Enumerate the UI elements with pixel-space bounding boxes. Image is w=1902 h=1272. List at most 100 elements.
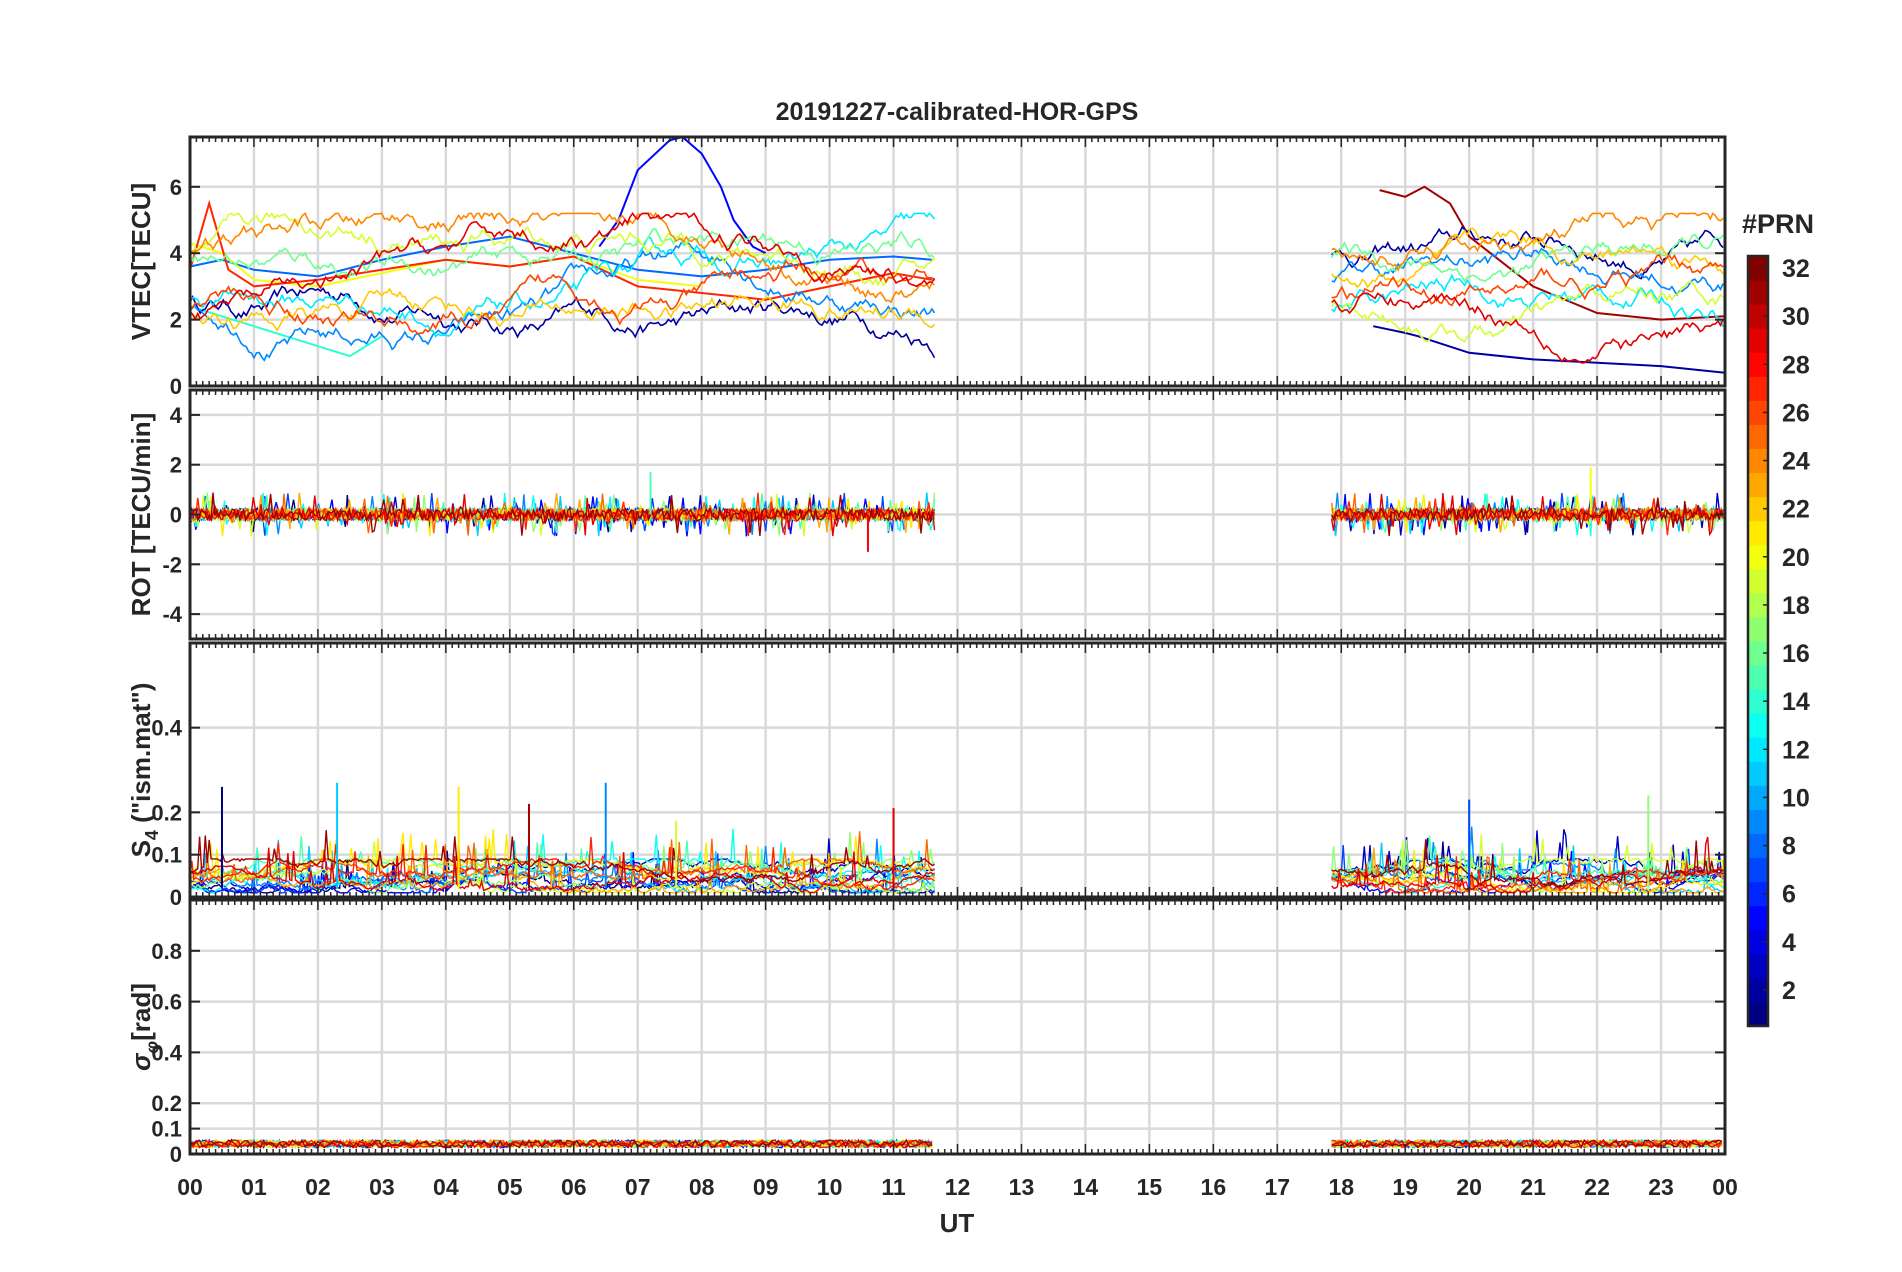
- colorbar-segment: [1748, 641, 1768, 666]
- colorbar-tick-label: 30: [1782, 303, 1810, 331]
- series-sigma-prn-29: [190, 1138, 933, 1150]
- panel-data: [190, 467, 1724, 552]
- y-tick-label: 0.2: [151, 800, 182, 825]
- colorbar-segment: [1748, 592, 1768, 618]
- panel-2: 0 0.1 0.2 0.4S4 ("ism.mat"): [126, 641, 1727, 910]
- colorbar-segment: [1748, 689, 1768, 714]
- colorbar-segment: [1748, 905, 1768, 931]
- x-tick-label: 00: [177, 1174, 203, 1200]
- series-rot-prn-29: [1331, 492, 1724, 537]
- x-tick-label: 06: [561, 1174, 587, 1200]
- colorbar-tick-label: 10: [1782, 784, 1810, 812]
- colorbar-segment: [1748, 761, 1768, 786]
- series-s4-prn-31: [1331, 839, 1724, 889]
- series-trace-prn-16: [1330, 233, 1724, 283]
- series-line-prn-20: [190, 242, 702, 288]
- colorbar-tick-label: 28: [1782, 351, 1810, 379]
- colorbar-tick-label: 2: [1782, 977, 1796, 1005]
- x-tick-label: 18: [1328, 1174, 1354, 1200]
- panel-0: 0 2 4 6 VTEC[TECU]: [126, 135, 1727, 399]
- x-tick-label: 19: [1392, 1174, 1418, 1200]
- colorbar-segment: [1748, 809, 1768, 834]
- series-trace-prn-29: [190, 212, 936, 322]
- series-rot-prn-31: [1331, 495, 1724, 536]
- panel-3: 00.10.2 0.4 0.6 0.8 σφ[rad]: [126, 898, 1727, 1167]
- colorbar-segment: [1748, 472, 1768, 498]
- series-trace-prn-26: [1331, 253, 1724, 307]
- y-tick-label: 0.2: [151, 1091, 182, 1116]
- chart-title: 20191227-calibrated-HOR-GPS: [776, 98, 1139, 126]
- x-tick-label: 20: [1456, 1174, 1482, 1200]
- y-tick-label: 0.8: [151, 939, 182, 964]
- colorbar-segment: [1748, 400, 1768, 425]
- series-s4-prn-19: [1331, 834, 1724, 884]
- series-s4-prn-25: [1331, 856, 1724, 895]
- series-s4-prn-27: [190, 836, 935, 891]
- colorbar-segment: [1748, 424, 1768, 449]
- series-line-prn-14: [190, 305, 383, 358]
- y-tick-label: 6: [170, 175, 182, 200]
- colorbar-segment: [1748, 280, 1768, 305]
- y-tick-label: 0.4: [151, 1040, 182, 1065]
- y-tick-label: 0.1: [151, 843, 182, 868]
- colorbar-segment: [1748, 737, 1768, 762]
- colorbar-tick-label: 4: [1782, 929, 1796, 957]
- series-trace-prn-24: [190, 211, 935, 304]
- x-tick-label: 11: [881, 1174, 906, 1200]
- y-axis-label: σφ[rad]: [126, 983, 162, 1071]
- y-axis-label: S4 ("ism.mat"): [126, 683, 162, 858]
- series-trace-prn-22: [190, 287, 936, 332]
- x-tick-label: 01: [241, 1174, 267, 1200]
- y-tick-label: 0: [170, 1142, 182, 1167]
- panel-data: [190, 1138, 1723, 1150]
- colorbar-tick-label: 14: [1782, 688, 1810, 716]
- colorbar-segment: [1748, 496, 1768, 522]
- x-tick-label: 02: [305, 1174, 331, 1200]
- x-axis: 00 01 02 03 04 05 06 07 08 09 10 11 12 13 14 15 16 17 18 19…: [177, 1174, 1738, 1200]
- series-s4-prn-25: [190, 831, 935, 884]
- x-tick-label: 13: [1009, 1174, 1035, 1200]
- series-trace-prn-29: [1331, 292, 1724, 364]
- colorbar-segment: [1748, 568, 1768, 594]
- colorbar-label: #PRN: [1742, 209, 1814, 239]
- x-tick-label: 15: [1137, 1174, 1163, 1200]
- series-line-prn-5: [598, 137, 767, 255]
- y-tick-label: 0: [170, 503, 182, 528]
- colorbar-segment: [1748, 833, 1768, 859]
- y-tick-label: 2: [170, 453, 182, 478]
- colorbar-segment: [1748, 881, 1768, 907]
- series-rot-prn-31: [190, 492, 935, 537]
- colorbar-frame: [1746, 254, 1770, 1028]
- panel-data: [190, 782, 1724, 895]
- colorbar-segment: [1748, 304, 1768, 329]
- x-tick-label: 05: [497, 1174, 523, 1200]
- series-s4-prn-9: [190, 838, 935, 894]
- colorbar-tick-label: 12: [1782, 736, 1810, 764]
- colorbar-tick-label: 18: [1782, 592, 1810, 620]
- colorbar-tick-label: 8: [1782, 833, 1796, 861]
- series-s4-prn-11: [190, 839, 935, 894]
- x-axis-label: UT: [940, 1208, 975, 1238]
- y-tick-label: -4: [162, 602, 182, 627]
- x-tick-label: 00: [1712, 1174, 1738, 1200]
- series-sigma-prn-31: [1331, 1139, 1723, 1150]
- series-trace-prn-24: [1331, 212, 1724, 272]
- colorbar-tick-label: 20: [1782, 544, 1810, 572]
- series-trace-prn-2: [1331, 225, 1724, 280]
- series-s4-prn-29: [1331, 836, 1724, 894]
- colorbar-segment: [1748, 376, 1768, 401]
- series-line-prn-2: [1372, 325, 1725, 374]
- y-tick-label: 0.1: [151, 1117, 182, 1142]
- x-tick-label: 16: [1201, 1174, 1227, 1200]
- x-tick-label: 07: [625, 1174, 651, 1200]
- series-s4-prn-31: [190, 830, 935, 884]
- x-tick-label: 03: [369, 1174, 395, 1200]
- colorbar-segment: [1748, 328, 1768, 353]
- x-tick-label: 14: [1073, 1174, 1099, 1200]
- y-tick-label: 2: [170, 308, 182, 333]
- x-tick-label: 04: [433, 1174, 459, 1200]
- x-tick-label: 21: [1520, 1174, 1546, 1200]
